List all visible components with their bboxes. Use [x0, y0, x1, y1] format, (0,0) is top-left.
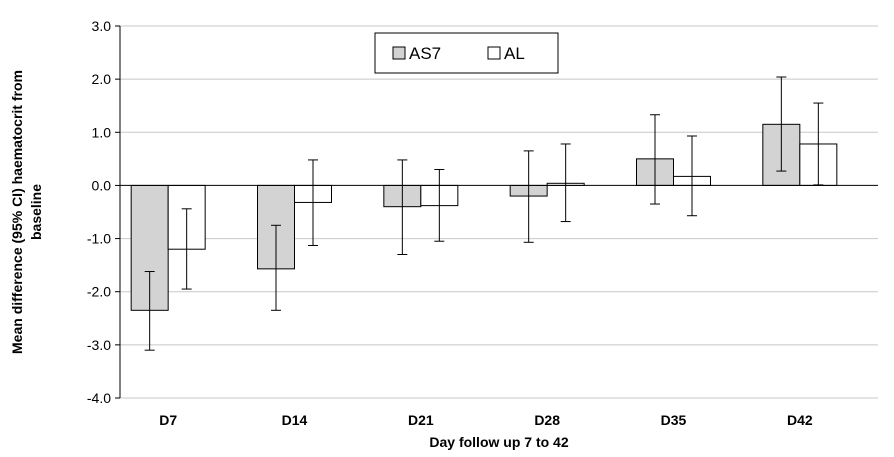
y-tick-label: -3.0	[87, 337, 111, 353]
legend-swatch-as7	[392, 46, 406, 60]
y-tick-label: 3.0	[92, 18, 112, 34]
x-tick-label: D35	[661, 412, 687, 428]
legend-swatch-al	[487, 46, 501, 60]
y-tick-label: 0.0	[92, 177, 112, 193]
x-axis-title: Day follow up 7 to 42	[429, 434, 568, 450]
x-tick-label: D42	[787, 412, 813, 428]
y-tick-label: -2.0	[87, 284, 111, 300]
x-tick-label: D14	[282, 412, 308, 428]
y-axis-title-line2: baseline	[28, 184, 44, 240]
y-axis-title-line1: Mean difference (95% CI) haematocrit fro…	[9, 70, 25, 354]
y-tick-label: 1.0	[92, 124, 112, 140]
x-tick-label: D28	[534, 412, 560, 428]
y-tick-label: 2.0	[92, 71, 112, 87]
x-tick-label: D7	[159, 412, 177, 428]
x-tick-label: D21	[408, 412, 434, 428]
y-tick-label: -1.0	[87, 231, 111, 247]
legend-label-as7: AS7	[409, 44, 441, 63]
legend-label-al: AL	[504, 44, 525, 63]
y-tick-label: -4.0	[87, 390, 111, 406]
